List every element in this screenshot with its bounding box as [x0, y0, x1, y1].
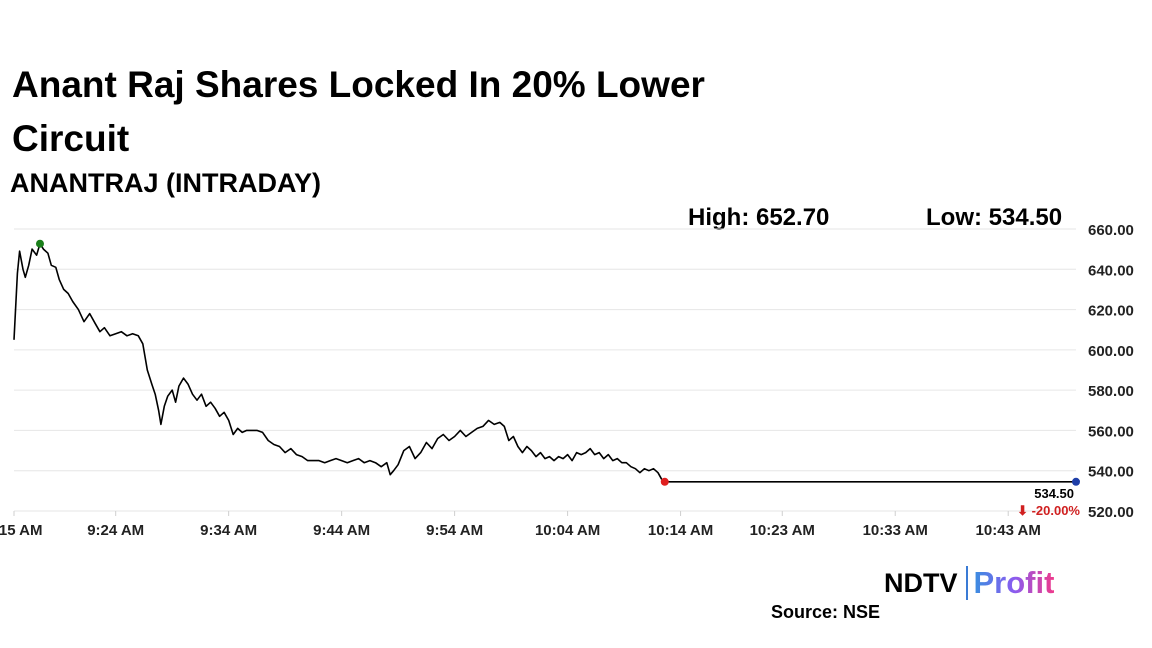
- close-marker: [660, 477, 669, 486]
- x-tick-label: 10:04 AM: [535, 522, 600, 539]
- x-tick-label: 10:23 AM: [750, 522, 815, 539]
- price-line: [13, 242, 1076, 483]
- ndtv-profit-logo: NDTV Profit: [884, 563, 1054, 603]
- x-tick-label: 9:15 AM: [0, 522, 42, 539]
- x-tick-label: 9:24 AM: [87, 522, 144, 539]
- x-tick-label: 10:33 AM: [863, 522, 928, 539]
- last-marker: [1072, 477, 1080, 486]
- logo-ndtv-text: NDTV: [884, 567, 958, 598]
- y-tick-label: 660.00: [1088, 222, 1134, 239]
- y-tick-label: 640.00: [1088, 262, 1134, 279]
- x-tick-label: 9:34 AM: [200, 522, 257, 539]
- high-marker: [35, 239, 44, 248]
- low-stat: Low: 534.50: [926, 204, 1063, 231]
- x-tick-label: 9:44 AM: [313, 522, 370, 539]
- y-tick-label: 580.00: [1088, 383, 1134, 400]
- y-tick-label: 600.00: [1088, 343, 1134, 360]
- x-tick-label: 9:54 AM: [426, 522, 483, 539]
- source-note: Source: NSE: [771, 602, 881, 622]
- chart-subtitle: ANANTRAJ (INTRADAY): [10, 168, 322, 198]
- x-tick-label: 10:43 AM: [976, 522, 1041, 539]
- change-label: ⬇ -20.00%: [1017, 503, 1080, 518]
- logo-separator: [965, 566, 968, 600]
- x-tick-label: 10:14 AM: [648, 522, 713, 539]
- chart-title: Anant Raj Shares Locked In 20% Lower Cir…: [12, 64, 705, 159]
- high-stat: High: 652.70: [688, 204, 830, 231]
- last-price-label: 534.50: [1034, 486, 1074, 501]
- logo-profit-text: Profit: [973, 565, 1055, 600]
- y-tick-label: 540.00: [1088, 464, 1134, 481]
- y-tick-label: 560.00: [1088, 423, 1134, 440]
- y-tick-label: 520.00: [1088, 504, 1134, 521]
- y-tick-label: 620.00: [1088, 303, 1134, 320]
